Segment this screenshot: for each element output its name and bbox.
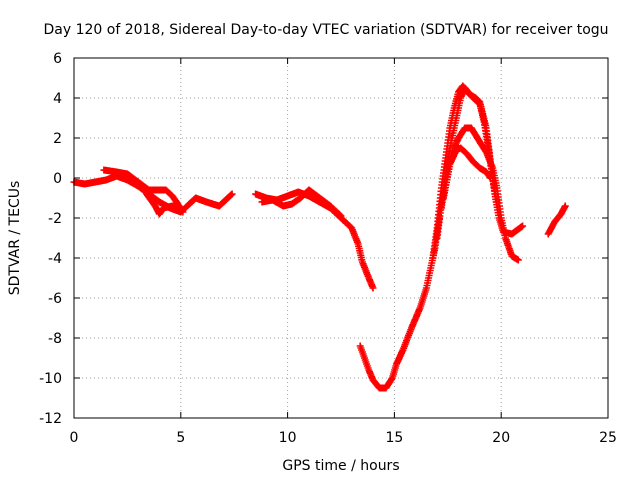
series-morning-a bbox=[70, 172, 236, 216]
x-tick-label: 0 bbox=[70, 430, 79, 446]
x-tick-label: 15 bbox=[385, 430, 403, 446]
data-point-markers bbox=[544, 202, 569, 238]
series-morning-b bbox=[100, 166, 187, 216]
chart-title: Day 120 of 2018, Sidereal Day-to-day VTE… bbox=[43, 22, 608, 38]
y-tick-label: -6 bbox=[48, 291, 62, 307]
y-tick-label: -8 bbox=[48, 331, 62, 347]
series-evening-peak-d bbox=[440, 144, 494, 202]
x-tick-label: 5 bbox=[176, 430, 185, 446]
x-tick-label: 10 bbox=[279, 430, 297, 446]
y-tick-label: 4 bbox=[53, 91, 62, 107]
series-afternoon-low bbox=[356, 214, 443, 392]
data-point-markers bbox=[356, 214, 443, 392]
y-tick-label: 2 bbox=[53, 131, 62, 147]
data-point-markers bbox=[100, 166, 187, 216]
series-midday-a bbox=[252, 188, 377, 292]
series-morning-c bbox=[143, 190, 185, 218]
data-point-markers bbox=[252, 188, 377, 292]
x-tick-label: 25 bbox=[599, 430, 617, 446]
x-axis-label: GPS time / hours bbox=[282, 458, 399, 474]
series-midday-b bbox=[258, 186, 345, 220]
data-point-markers bbox=[143, 190, 185, 218]
y-axis-label: SDTVAR / TECUs bbox=[7, 181, 23, 296]
data-point-markers bbox=[70, 172, 236, 216]
data-point-markers bbox=[440, 144, 494, 202]
y-tick-label: -12 bbox=[39, 411, 62, 427]
y-tick-label: -10 bbox=[39, 371, 62, 387]
grid bbox=[74, 58, 608, 418]
series-evening-peak-a bbox=[429, 82, 527, 262]
data-point-markers bbox=[429, 82, 527, 262]
ticks: 0 5 10 15 20 25 -12 -10 -8 -6 -4 -2 0 2 4 6 bbox=[39, 51, 617, 446]
y-tick-label: 0 bbox=[53, 171, 62, 187]
y-tick-label: -4 bbox=[48, 251, 62, 267]
y-tick-label: 6 bbox=[53, 51, 62, 67]
data-point-markers bbox=[258, 186, 345, 220]
plot-frame bbox=[73, 57, 609, 419]
series-late bbox=[544, 202, 569, 238]
data-points bbox=[70, 82, 569, 392]
x-tick-label: 20 bbox=[492, 430, 510, 446]
y-tick-label: -2 bbox=[48, 211, 62, 227]
